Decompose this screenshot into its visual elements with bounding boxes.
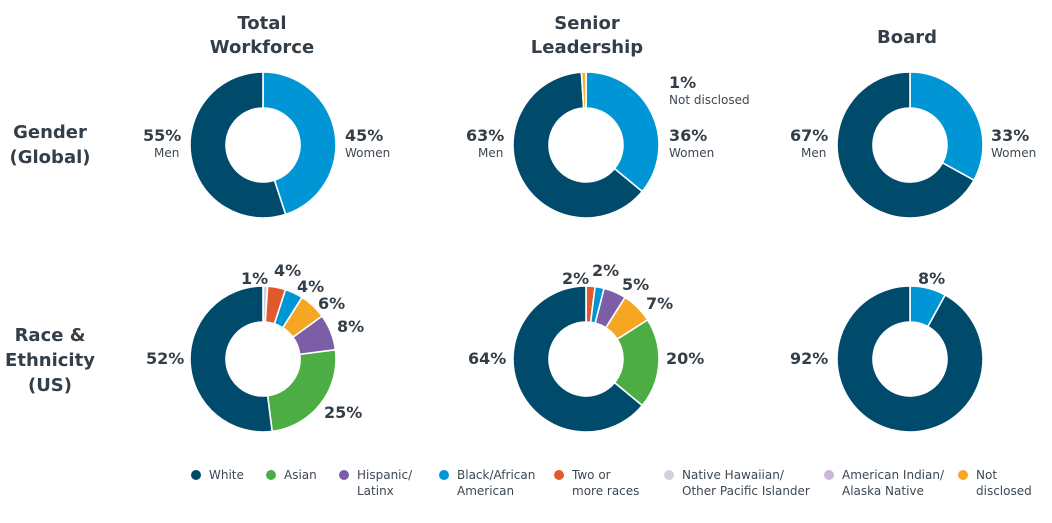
label-bd-black-pct: 8% bbox=[918, 269, 946, 288]
label-sl-two-pct: 2% bbox=[562, 269, 590, 288]
label-tw-white-pct: 52% bbox=[146, 349, 185, 368]
column-title-board: Board bbox=[877, 27, 937, 48]
slice-white bbox=[512, 285, 644, 433]
legend-swatch-asian bbox=[266, 470, 276, 480]
label-sl-hisp-pct: 5% bbox=[622, 275, 650, 294]
label-sl-notdisc-pct: 7% bbox=[646, 294, 674, 313]
legend-label-hispanic: Hispanic/ Latinx bbox=[357, 468, 413, 498]
label-tw-asian-pct: 25% bbox=[324, 403, 363, 422]
label-sl-white-pct: 64% bbox=[468, 349, 507, 368]
label-sl-asian-pct: 20% bbox=[666, 349, 705, 368]
legend-label-not-disclosed: Not disclosed bbox=[976, 468, 1032, 498]
legend-item-white: White bbox=[191, 467, 244, 483]
slice-white bbox=[836, 285, 984, 433]
legend-swatch-aian bbox=[824, 470, 834, 480]
label-tw-women: Women bbox=[345, 146, 391, 160]
label-bd-women: Women bbox=[991, 146, 1037, 160]
slice-women bbox=[909, 71, 984, 181]
label-bd-women-pct: 33% bbox=[991, 126, 1030, 145]
donut-race-ethnicity-us-senior-leadership bbox=[512, 285, 660, 433]
donut-gender-global-board bbox=[836, 71, 984, 219]
legend-label-black: Black/African American bbox=[457, 468, 536, 498]
label-bd-men: Men bbox=[801, 146, 827, 160]
label-sl-notdisclosed-pct: 1% bbox=[669, 73, 697, 92]
slice-men bbox=[189, 71, 287, 219]
label-tw-hisp-pct: 8% bbox=[337, 317, 365, 336]
row-label-race-ethnicity: Race & Ethnicity (US) bbox=[5, 325, 95, 396]
label-tw-men-pct: 55% bbox=[143, 126, 182, 145]
legend-swatch-white bbox=[191, 470, 201, 480]
label-sl-black-pct: 2% bbox=[592, 261, 620, 280]
legend-swatch-hispanic bbox=[339, 470, 349, 480]
legend-item-asian: Asian bbox=[266, 467, 317, 483]
slice-women bbox=[262, 71, 337, 216]
donut-gender-global-total-workforce bbox=[189, 71, 337, 219]
slice-men bbox=[512, 71, 644, 219]
column-title-senior-leadership: Senior Leadership bbox=[530, 13, 644, 58]
label-tw-women-pct: 45% bbox=[345, 126, 384, 145]
label-sl-notdisclosed: Not disclosed bbox=[669, 93, 750, 107]
slice-women bbox=[585, 71, 660, 193]
label-tw-notdisc-pct: 6% bbox=[318, 294, 346, 313]
label-tw-nhopi-pct: 1% bbox=[241, 269, 269, 288]
legend-swatch-black bbox=[439, 470, 449, 480]
legend-item-two-or-more: Two or more races bbox=[554, 467, 639, 499]
legend-item-not-disclosed: Not disclosed bbox=[958, 467, 1032, 499]
label-tw-men: Men bbox=[154, 146, 180, 160]
slice-asian bbox=[266, 349, 337, 433]
legend-item-black: Black/African American bbox=[439, 467, 535, 499]
legend-label-aian: American Indian/ Alaska Native bbox=[842, 468, 945, 498]
label-bd-white-pct: 92% bbox=[790, 349, 829, 368]
legend-item-nhopi: Native Hawaiian/ Other Pacific Islander bbox=[664, 467, 810, 499]
donut-race-ethnicity-us-board bbox=[836, 285, 984, 433]
label-sl-men-pct: 63% bbox=[466, 126, 505, 145]
legend-swatch-not-disclosed bbox=[958, 470, 968, 480]
label-sl-women-pct: 36% bbox=[669, 126, 708, 145]
label-sl-women: Women bbox=[669, 146, 715, 160]
legend-label-nhopi: Native Hawaiian/ Other Pacific Islander bbox=[682, 468, 810, 498]
slice-not-disclosed bbox=[580, 71, 587, 109]
donut-race-ethnicity-us-total-workforce bbox=[189, 285, 337, 433]
label-tw-two-pct: 4% bbox=[274, 261, 302, 280]
slice-men bbox=[836, 71, 975, 219]
row-label-gender: Gender (Global) bbox=[9, 122, 91, 168]
column-title-total-workforce: Total Workforce bbox=[209, 13, 315, 58]
legend-label-white: White bbox=[209, 468, 244, 482]
slice-white bbox=[189, 285, 273, 433]
label-tw-black-pct: 4% bbox=[297, 277, 325, 296]
legend-item-hispanic: Hispanic/ Latinx bbox=[339, 467, 412, 499]
legend-label-asian: Asian bbox=[284, 468, 317, 482]
legend-swatch-nhopi bbox=[664, 470, 674, 480]
label-sl-men: Men bbox=[478, 146, 504, 160]
legend-item-aian: American Indian/ Alaska Native bbox=[824, 467, 944, 499]
label-bd-men-pct: 67% bbox=[790, 126, 829, 145]
donut-gender-global-senior-leadership bbox=[512, 71, 660, 219]
legend-swatch-two-or-more bbox=[554, 470, 564, 480]
legend-label-two-or-more: Two or more races bbox=[572, 468, 640, 498]
